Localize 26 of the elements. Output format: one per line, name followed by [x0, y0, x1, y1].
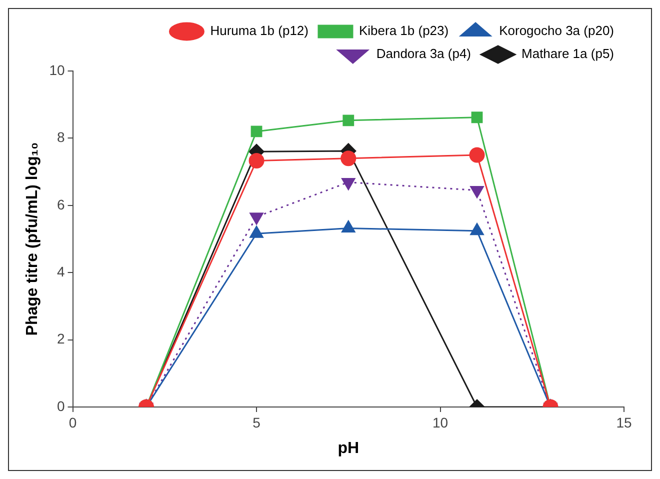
- x-tick-label: 5: [252, 414, 261, 430]
- point: [342, 220, 356, 232]
- point: [248, 152, 264, 168]
- x-axis-title: pH: [338, 440, 360, 457]
- x-tick-label: 0: [68, 414, 77, 430]
- point: [469, 147, 485, 163]
- point: [342, 114, 354, 126]
- y-tick-label: 10: [49, 62, 65, 78]
- y-tick-label: 6: [56, 196, 65, 212]
- point: [470, 223, 484, 236]
- legend-label: Dandora 3a (p4): [376, 46, 472, 62]
- legend-label: Kibera 1b (p23): [358, 23, 449, 38]
- y-tick-label: 4: [56, 263, 65, 280]
- x-tick-label: 10: [432, 414, 448, 430]
- point: [250, 126, 262, 138]
- legend-label: Huruma 1b (p12): [210, 23, 308, 38]
- y-tick-label: 8: [56, 129, 65, 146]
- legend-label: Mathare 1a (p5): [522, 46, 614, 62]
- legend-label: Korogocho 3a (p20): [499, 23, 614, 38]
- y-axis-title: Phage titre (pfu/mL) log₁₀: [24, 142, 42, 336]
- y-tick-label: 0: [56, 398, 65, 414]
- point: [340, 150, 356, 166]
- point: [250, 226, 264, 238]
- y-tick-label: 2: [56, 330, 65, 347]
- point: [471, 112, 483, 124]
- x-tick-label: 15: [616, 414, 632, 430]
